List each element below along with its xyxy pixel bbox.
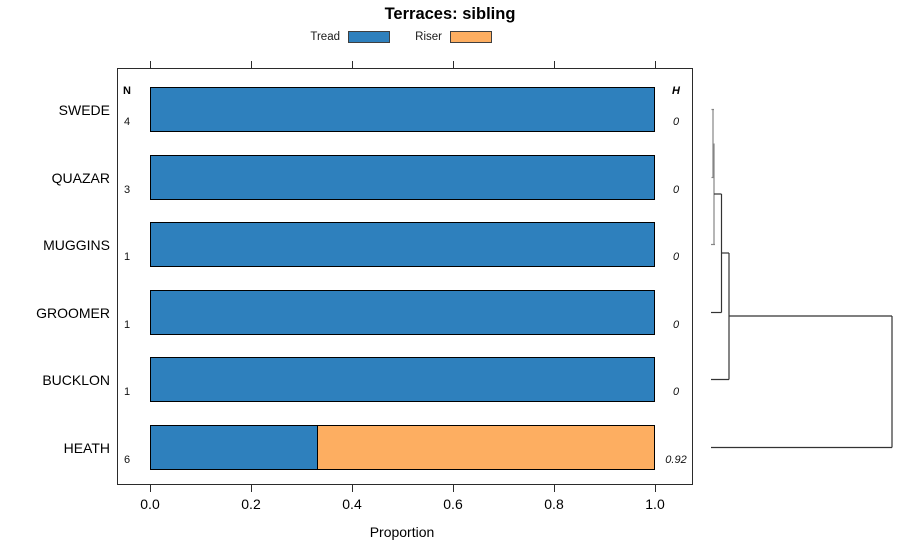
row-label-swede: SWEDE	[58, 101, 110, 118]
x-tick-label: 0.4	[342, 496, 362, 512]
x-tick-bottom	[150, 485, 151, 492]
n-value: 1	[123, 386, 131, 398]
h-value: 0	[672, 251, 680, 263]
bar-segment-tread	[150, 290, 655, 335]
n-value: 1	[123, 319, 131, 331]
plot-area	[117, 68, 693, 485]
h-value: 0	[672, 184, 680, 196]
bar-segment-tread	[150, 222, 655, 267]
n-value: 3	[123, 184, 131, 196]
row-label-groomer: GROOMER	[36, 304, 110, 321]
bar-segment-riser	[316, 425, 655, 470]
n-value: 4	[123, 116, 131, 128]
h-value: 0	[672, 386, 680, 398]
x-tick-label: 0.8	[544, 496, 564, 512]
x-tick-label: 0.6	[443, 496, 463, 512]
x-tick-bottom	[554, 485, 555, 492]
x-tick-bottom	[352, 485, 353, 492]
h-value: 0	[672, 116, 680, 128]
chart-title: Terraces: sibling	[384, 5, 516, 23]
row-label-quazar: QUAZAR	[51, 169, 110, 186]
x-tick-top	[150, 61, 151, 68]
h-column-header: H	[672, 85, 680, 97]
h-value: 0.92	[665, 454, 687, 466]
legend-label-riser: Riser	[415, 31, 442, 43]
legend-swatch-tread-icon	[348, 31, 390, 43]
x-tick-label: 0.2	[241, 496, 261, 512]
bar-segment-tread	[150, 87, 655, 132]
n-value: 6	[123, 454, 131, 466]
row-label-heath: HEATH	[63, 439, 110, 456]
x-tick-top	[554, 61, 555, 68]
n-column-header: N	[123, 85, 131, 97]
row-label-bucklon: BUCKLON	[42, 371, 110, 388]
row-label-muggins: MUGGINS	[43, 236, 110, 253]
x-tick-label: 1.0	[645, 496, 665, 512]
x-axis-title: Proportion	[369, 524, 435, 540]
x-tick-top	[352, 61, 353, 68]
x-tick-bottom	[453, 485, 454, 492]
x-tick-top	[655, 61, 656, 68]
legend-swatch-riser-icon	[450, 31, 492, 43]
n-value: 1	[123, 251, 131, 263]
bar-segment-tread	[150, 357, 655, 402]
x-tick-top	[453, 61, 454, 68]
x-tick-bottom	[655, 485, 656, 492]
bar-segment-tread	[150, 155, 655, 200]
x-tick-label: 0.0	[140, 496, 160, 512]
x-tick-top	[251, 61, 252, 68]
x-tick-bottom	[251, 485, 252, 492]
bar-segment-tread	[150, 425, 319, 470]
legend-label-tread: Tread	[310, 31, 340, 43]
h-value: 0	[672, 319, 680, 331]
